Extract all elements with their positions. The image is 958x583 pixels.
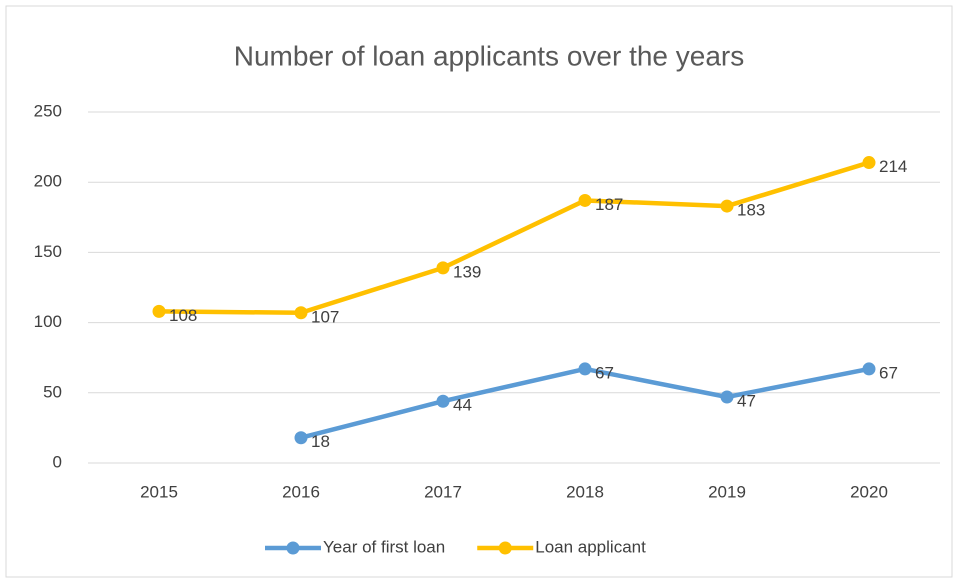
chart-border [5,5,953,578]
data-label: 187 [595,195,623,214]
legend-marker [498,541,512,555]
y-tick-label: 0 [53,452,62,471]
legend-marker [286,541,300,555]
data-label: 107 [311,307,339,326]
point [578,193,592,207]
x-tick-label: 2019 [708,482,746,501]
x-tick-label: 2016 [282,482,320,501]
chart-title: Number of loan applicants over the years [234,40,745,71]
point [862,156,876,170]
y-tick-label: 100 [34,312,62,331]
x-tick-label: 2018 [566,482,604,501]
point [720,390,734,404]
y-tick-label: 50 [43,382,62,401]
point [294,431,308,445]
point [436,261,450,275]
point [294,306,308,320]
data-label: 47 [737,391,756,410]
data-label: 108 [169,306,197,325]
y-tick-label: 250 [34,101,62,120]
x-tick-label: 2017 [424,482,462,501]
data-label: 214 [879,157,907,176]
data-label: 18 [311,432,330,451]
data-label: 67 [595,363,614,382]
point [862,362,876,376]
data-label: 44 [453,396,472,415]
point [436,394,450,408]
x-tick-label: 2020 [850,482,888,501]
data-label: 139 [453,262,481,281]
data-label: 67 [879,363,898,382]
legend-label: Year of first loan [323,537,445,556]
legend-label: Loan applicant [535,537,646,556]
point [152,304,166,318]
x-tick-label: 2015 [140,482,178,501]
point [578,362,592,376]
y-tick-label: 200 [34,172,62,191]
data-label: 183 [737,201,765,220]
series-line [158,160,870,316]
y-tick-label: 150 [34,242,62,261]
point [720,199,734,213]
